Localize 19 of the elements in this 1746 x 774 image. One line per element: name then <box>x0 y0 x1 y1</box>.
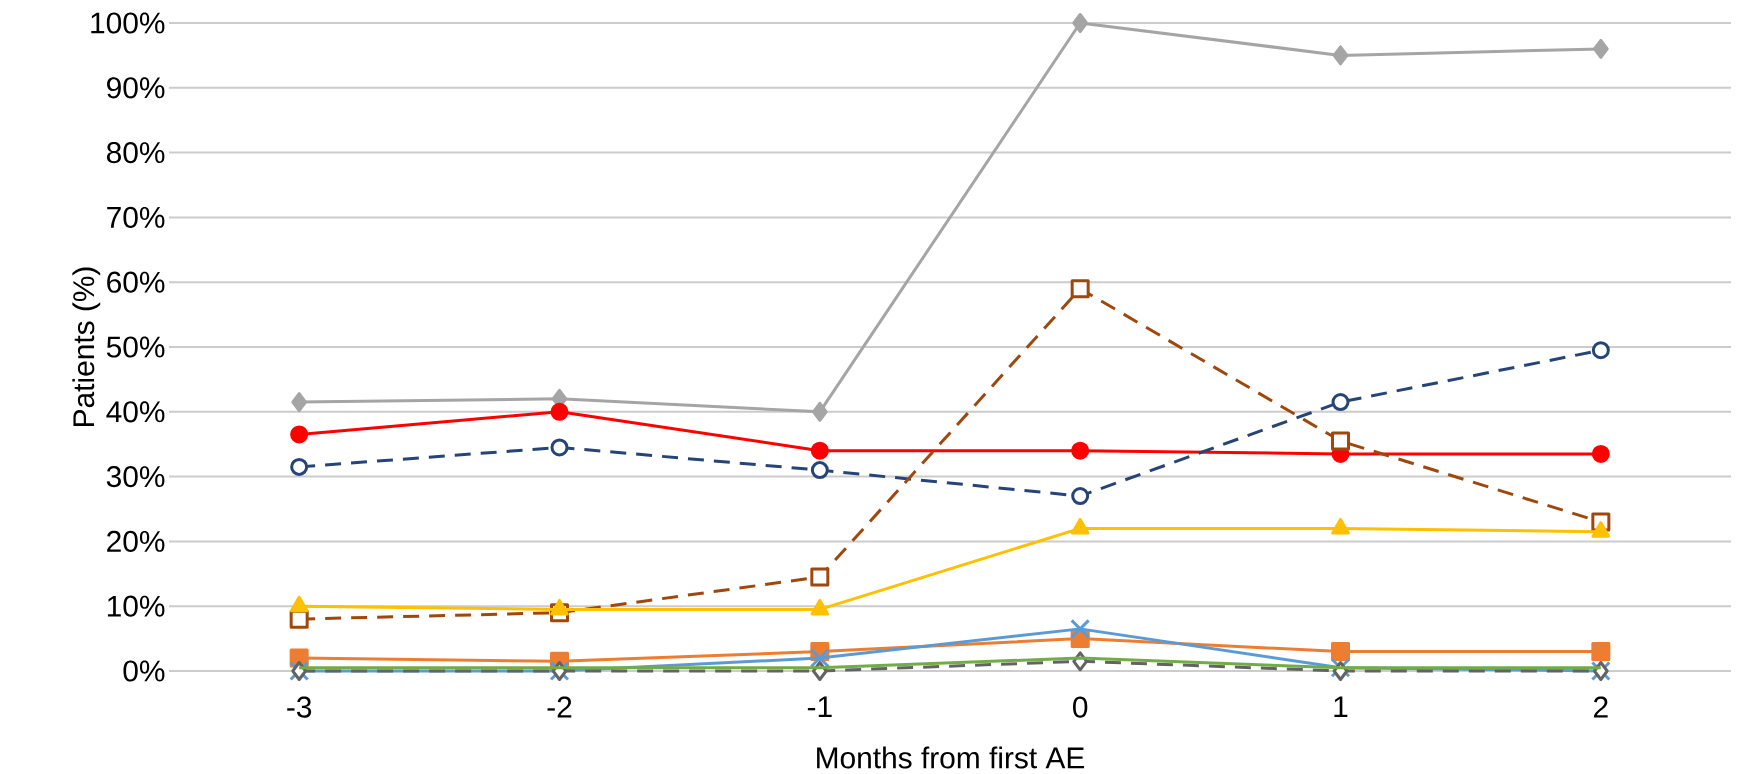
x-tick-label: -1 <box>807 696 832 718</box>
x-tick-label: 0 <box>1073 696 1088 718</box>
y-tick-label: 80% <box>106 142 165 164</box>
x-tick-label: -3 <box>287 696 312 718</box>
y-tick-label: 0% <box>123 660 165 682</box>
y-tick-label: 10% <box>107 595 165 617</box>
x-axis-title: Months from first AE <box>817 746 1085 769</box>
y-tick-label: 40% <box>106 401 165 423</box>
y-tick-label: 90% <box>107 77 165 99</box>
y-tick-label: 50% <box>106 336 165 358</box>
y-tick-label: 100% <box>91 12 165 34</box>
x-tick-label: -2 <box>547 696 572 718</box>
y-tick-label: 70% <box>107 206 165 228</box>
y-axis-title: Patients (%) <box>72 267 101 426</box>
y-tick-label: 30% <box>106 466 165 488</box>
x-tick-label: 1 <box>1334 696 1348 718</box>
y-tick-label: 60% <box>107 271 165 293</box>
x-tick-label: 2 <box>1594 696 1608 718</box>
y-tick-label: 20% <box>107 530 165 552</box>
